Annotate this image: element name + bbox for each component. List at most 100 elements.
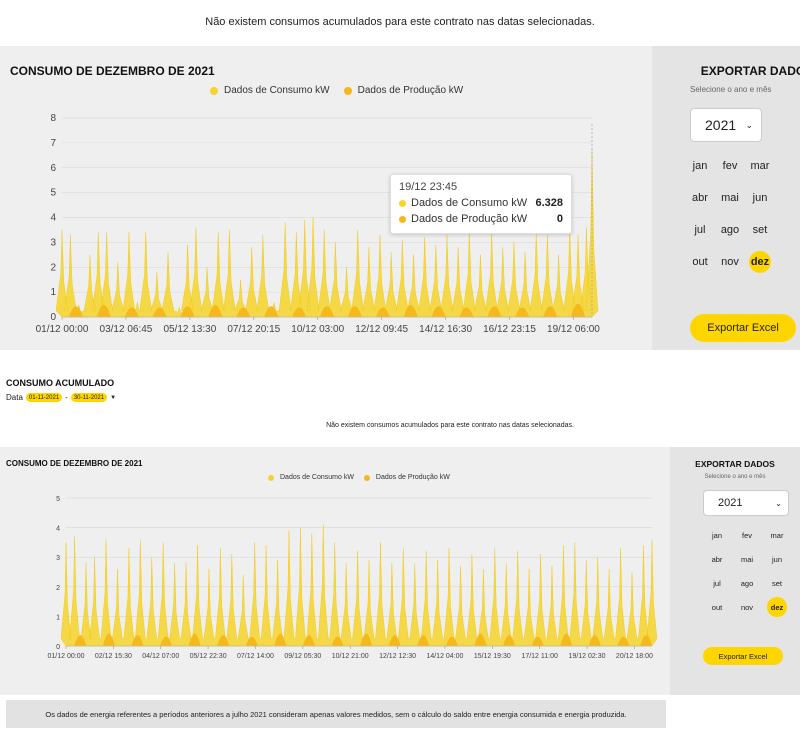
x-tick-label: 19/12 02:30	[569, 653, 606, 660]
tooltip-consumo-value: 6.328	[535, 197, 563, 209]
y-tick-label: 0	[50, 312, 56, 323]
month-jul[interactable]: jul	[702, 571, 732, 595]
x-tick-label: 19/12 06:00	[547, 324, 600, 335]
month-jun-label: jun	[771, 554, 782, 564]
top-notice: Não existem consumos acumulados para est…	[0, 0, 800, 46]
month-jun-label: jun	[752, 192, 768, 204]
tooltip-producao-dot	[399, 215, 406, 223]
export-excel-button-2[interactable]: Exportar Excel	[703, 647, 783, 665]
legend-producao-label: Dados de Produção kW	[357, 85, 464, 96]
export-panel-1	[652, 46, 800, 350]
month-nov-label: nov	[740, 602, 754, 612]
month-set[interactable]: set	[745, 214, 775, 246]
month-abr-label: abr	[692, 192, 708, 204]
month-mai-label: mai	[721, 192, 739, 204]
month-abr-label: abr	[711, 554, 723, 564]
legend-producao-dot	[343, 86, 352, 95]
caret-down-icon[interactable]: ▼	[110, 394, 117, 401]
month-jan[interactable]: jan	[702, 523, 732, 547]
x-tick-label: 09/12 05:30	[284, 653, 321, 660]
year-select-2[interactable]: 2021 ⌄	[703, 490, 789, 516]
month-jul[interactable]: jul	[685, 214, 715, 246]
month-ago[interactable]: ago	[715, 214, 745, 246]
year-select-2-value: 2021	[718, 497, 743, 509]
tooltip-consumo-dot	[399, 199, 406, 207]
month-out[interactable]: out	[702, 595, 732, 619]
month-jun[interactable]: jun	[745, 182, 775, 214]
x-tick-label: 12/12 12:30	[379, 653, 416, 660]
date-label: Data	[6, 393, 23, 402]
date-range[interactable]: Data 01-11-2021 - 30-11-2021 ▼	[6, 393, 116, 402]
month-mar[interactable]: mar	[745, 150, 775, 182]
x-tick-label: 20/12 18:00	[616, 653, 653, 660]
legend-2-producao[interactable]: Dados de Produção kW	[363, 474, 450, 481]
month-fev[interactable]: fev	[715, 150, 745, 182]
export-panel-2-subtitle: Selecione o ano e mês	[704, 474, 766, 480]
x-tick-label: 12/12 09:45	[355, 324, 408, 335]
x-tick-label: 02/12 15:30	[95, 653, 132, 660]
x-tick-label: 17/12 11:00	[521, 653, 558, 660]
month-set[interactable]: set	[762, 571, 792, 595]
tooltip-producao-label: Dados de Produção kW	[411, 213, 528, 225]
month-nov[interactable]: nov	[715, 246, 745, 278]
month-fev[interactable]: fev	[732, 523, 762, 547]
footer-note: Os dados de energia referentes a período…	[6, 700, 666, 728]
month-fev-label: fev	[741, 530, 752, 540]
date-to[interactable]: 30-11-2021	[70, 393, 108, 402]
legend-consumo[interactable]: Dados de Consumo kW	[210, 85, 330, 96]
chart-1-plot[interactable]: 0 1 2 3 4 5 6 7 8 01/12 00:00 03/12 06:45 05/12 13:…	[30, 112, 600, 337]
legend-consumo-label: Dados de Consumo kW	[224, 85, 330, 96]
y-tick-label: 4	[56, 526, 60, 533]
month-mai[interactable]: mai	[732, 547, 762, 571]
month-mar-label: mar	[770, 530, 784, 540]
month-abr[interactable]: abr	[702, 547, 732, 571]
x-tick-label: 14/12 16:30	[419, 324, 472, 335]
x-tick-label: 05/12 22:30	[190, 653, 227, 660]
series-producao-area[interactable]	[66, 633, 653, 646]
month-mar[interactable]: mar	[762, 523, 792, 547]
month-ago-label: ago	[720, 224, 740, 236]
month-jan-label: jan	[711, 530, 722, 540]
series-consumo-area[interactable]	[55, 147, 599, 318]
month-dez[interactable]: dez	[762, 595, 792, 619]
legend-2-consumo-dot	[268, 474, 274, 481]
series-consumo-area[interactable]	[60, 524, 658, 647]
month-out[interactable]: out	[685, 246, 715, 278]
x-tick-label: 05/12 13:30	[163, 324, 216, 335]
chart-1-title: CONSUMO DE DEZEMBRO DE 2021	[10, 64, 215, 78]
month-jun[interactable]: jun	[762, 547, 792, 571]
month-ago[interactable]: ago	[732, 571, 762, 595]
month-jul-label: jul	[713, 578, 721, 588]
month-mar-label: mar	[750, 160, 770, 172]
tooltip-row-consumo: Dados de Consumo kW 6.328	[399, 197, 563, 209]
month-dez[interactable]: dez	[745, 246, 775, 278]
legend-consumo-dot	[210, 86, 218, 95]
x-tick-label: 16/12 23:15	[483, 324, 536, 335]
month-out-label: out	[692, 256, 708, 268]
y-tick-label: 3	[56, 555, 60, 562]
month-jan[interactable]: jan	[685, 150, 715, 182]
legend-2-consumo-label: Dados de Consumo kW	[280, 474, 354, 481]
legend-producao[interactable]: Dados de Produção kW	[343, 85, 464, 96]
chevron-down-icon: ⌄	[745, 119, 753, 130]
date-from[interactable]: 01-11-2021	[25, 393, 63, 402]
series-producao-area[interactable]	[62, 303, 592, 317]
month-ago-label: ago	[740, 578, 754, 588]
chart-1-tooltip: 19/12 23:45 Dados de Consumo kW 6.328 Da…	[390, 174, 572, 234]
month-mai[interactable]: mai	[715, 182, 745, 214]
month-nov[interactable]: nov	[732, 595, 762, 619]
y-tick-label: 4	[50, 213, 56, 224]
month-set-label: set	[771, 578, 782, 588]
month-abr[interactable]: abr	[685, 182, 715, 214]
legend-2-consumo[interactable]: Dados de Consumo kW	[268, 474, 354, 481]
chevron-down-icon: ⌄	[775, 498, 782, 508]
chart-2-plot[interactable]: 0 1 2 3 4 5 01/12 00:00 02/12 15:30 04/12 07:00 0…	[40, 492, 660, 664]
tooltip-row-producao: Dados de Produção kW 0	[399, 213, 563, 225]
export-panel-2-title: EXPORTAR DADOS	[695, 459, 775, 469]
export-excel-button-1[interactable]: Exportar Excel	[690, 314, 796, 342]
year-select-1[interactable]: 2021 ⌄	[690, 108, 762, 142]
month-mai-label: mai	[740, 554, 754, 564]
x-tick-label: 15/12 19:30	[474, 653, 511, 660]
x-tick-label: 14/12 04:00	[426, 653, 463, 660]
x-tick-label: 07/12 14:00	[237, 653, 274, 660]
